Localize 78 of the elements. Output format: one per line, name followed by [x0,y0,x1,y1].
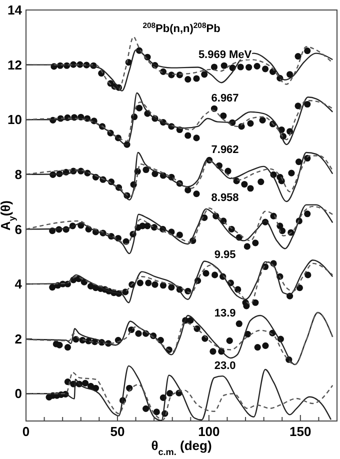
point [252,299,259,306]
point [258,178,264,186]
point [193,75,200,82]
point [211,272,218,278]
point [295,158,302,166]
point [288,170,295,176]
x-tick-label: 150 [290,424,312,439]
point [184,186,192,194]
point [152,281,158,288]
x-tick-label: 50 [110,424,125,439]
annotation: 7.962 [211,144,239,156]
y-tick-label: 10 [8,112,22,128]
point [82,380,89,386]
point [254,62,260,70]
point [226,337,233,344]
point [202,270,210,277]
point [247,120,254,127]
point [246,64,252,71]
y-tick-label: 6 [14,222,22,237]
point [247,185,254,192]
point [252,240,259,246]
y-tick-label: 4 [14,276,23,292]
point [224,168,232,174]
line-series [26,36,334,90]
point [142,405,150,412]
y-tick-label: 14 [8,2,23,18]
point [193,134,200,142]
point [56,342,63,348]
point [210,64,218,70]
point [142,166,150,174]
point [244,243,250,250]
y-tick-label: 8 [14,166,22,182]
annotation: 13.9 [214,308,236,320]
point [210,348,216,355]
annotation: 23.0 [214,360,236,372]
point [145,280,152,286]
point [176,232,183,238]
annotation: 6.967 [211,92,239,105]
point [201,71,208,78]
y-tick-label: 0 [14,386,22,402]
point [294,53,302,60]
point [135,330,142,337]
point [160,282,167,289]
point [136,104,143,112]
point [296,284,303,292]
point [304,272,312,278]
annotation: 9.95 [214,249,236,262]
point [144,222,151,230]
line-series [26,206,334,245]
point [262,342,269,349]
point [241,180,248,188]
point [153,408,160,416]
point [237,64,244,70]
point [193,190,200,198]
point [184,76,192,83]
point [304,210,311,218]
y-tick-label: 12 [8,57,22,72]
point [64,344,72,351]
point [286,71,294,78]
point [304,100,311,108]
y-tick-label: 2 [14,331,22,346]
x-tick-label: 100 [198,424,220,439]
point [220,112,227,120]
point [220,62,228,69]
point [168,284,175,291]
annotation: 8.958 [211,192,239,204]
point [184,132,192,139]
point [262,66,269,72]
point [236,320,242,328]
point [254,344,261,351]
point [294,102,302,110]
text: $^{208}$Pb(n,n)$^{208}$Pb [142,20,221,35]
point [166,390,174,397]
point [304,48,311,54]
point [259,116,266,124]
point [136,280,144,286]
point [49,284,56,291]
x-axis-title: θ$_{c.m.}$ (deg) [151,438,212,457]
